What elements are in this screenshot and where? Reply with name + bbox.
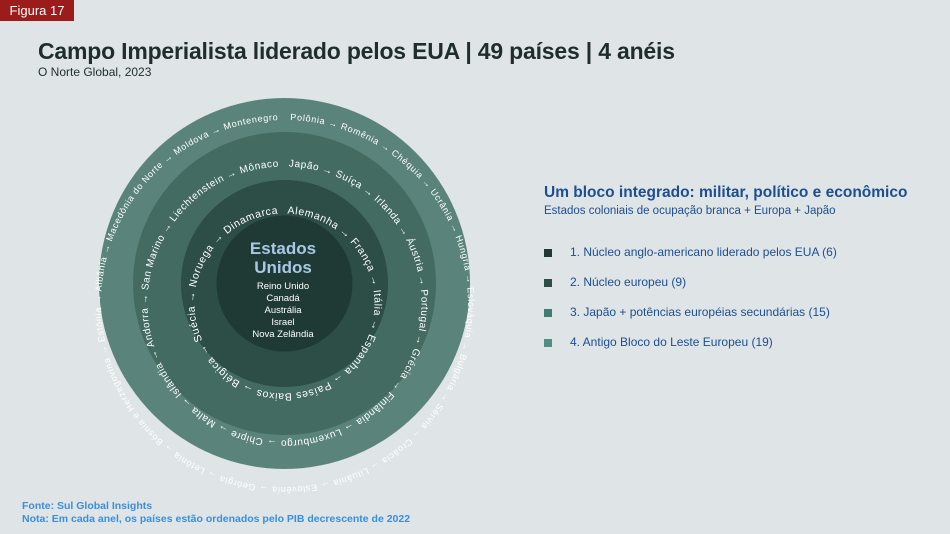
legend-swatch [544, 249, 552, 257]
legend-label: 1. Núcleo anglo-americano liderado pelos… [570, 245, 837, 259]
page-subtitle: O Norte Global, 2023 [38, 65, 152, 79]
center-title-line1: Estados [250, 239, 316, 258]
center-title-line2: Unidos [254, 258, 312, 277]
ring-1-disc [216, 215, 353, 352]
panel-subheading: Estados coloniais de ocupação branca + E… [544, 205, 836, 217]
legend-item: 4. Antigo Bloco do Leste Europeu (19) [544, 335, 837, 365]
center-member: Austrália [265, 305, 303, 316]
footer: Fonte: Sul Global Insights Nota: Em cada… [22, 500, 410, 525]
legend-swatch [544, 339, 552, 347]
center-member: Reino Unido [257, 281, 309, 292]
legend-swatch [544, 279, 552, 287]
legend-label: 2. Núcleo europeu (9) [570, 275, 687, 289]
center-member: Nova Zelândia [252, 329, 314, 340]
center-member: Canadá [266, 293, 300, 304]
legend-item: 1. Núcleo anglo-americano liderado pelos… [544, 245, 837, 275]
info-panel: Um bloco integrado: militar, político e … [544, 184, 924, 217]
center-member: Israel [271, 317, 294, 328]
legend-label: 4. Antigo Bloco do Leste Europeu (19) [570, 335, 773, 349]
panel-heading: Um bloco integrado: militar, político e … [544, 184, 908, 201]
legend-label: 3. Japão + potências européias secundári… [570, 305, 830, 319]
legend-item: 2. Núcleo europeu (9) [544, 275, 837, 305]
footer-note: Nota: Em cada anel, os países estão orde… [22, 512, 411, 525]
legend-item: 3. Japão + potências européias secundári… [544, 305, 837, 335]
legend-swatch [544, 309, 552, 317]
page-title: Campo Imperialista liderado pelos EUA | … [38, 38, 675, 64]
figure-badge: Figura 17 [0, 0, 74, 21]
footer-source: Fonte: Sul Global Insights [22, 500, 153, 512]
legend: 1. Núcleo anglo-americano liderado pelos… [544, 245, 837, 365]
